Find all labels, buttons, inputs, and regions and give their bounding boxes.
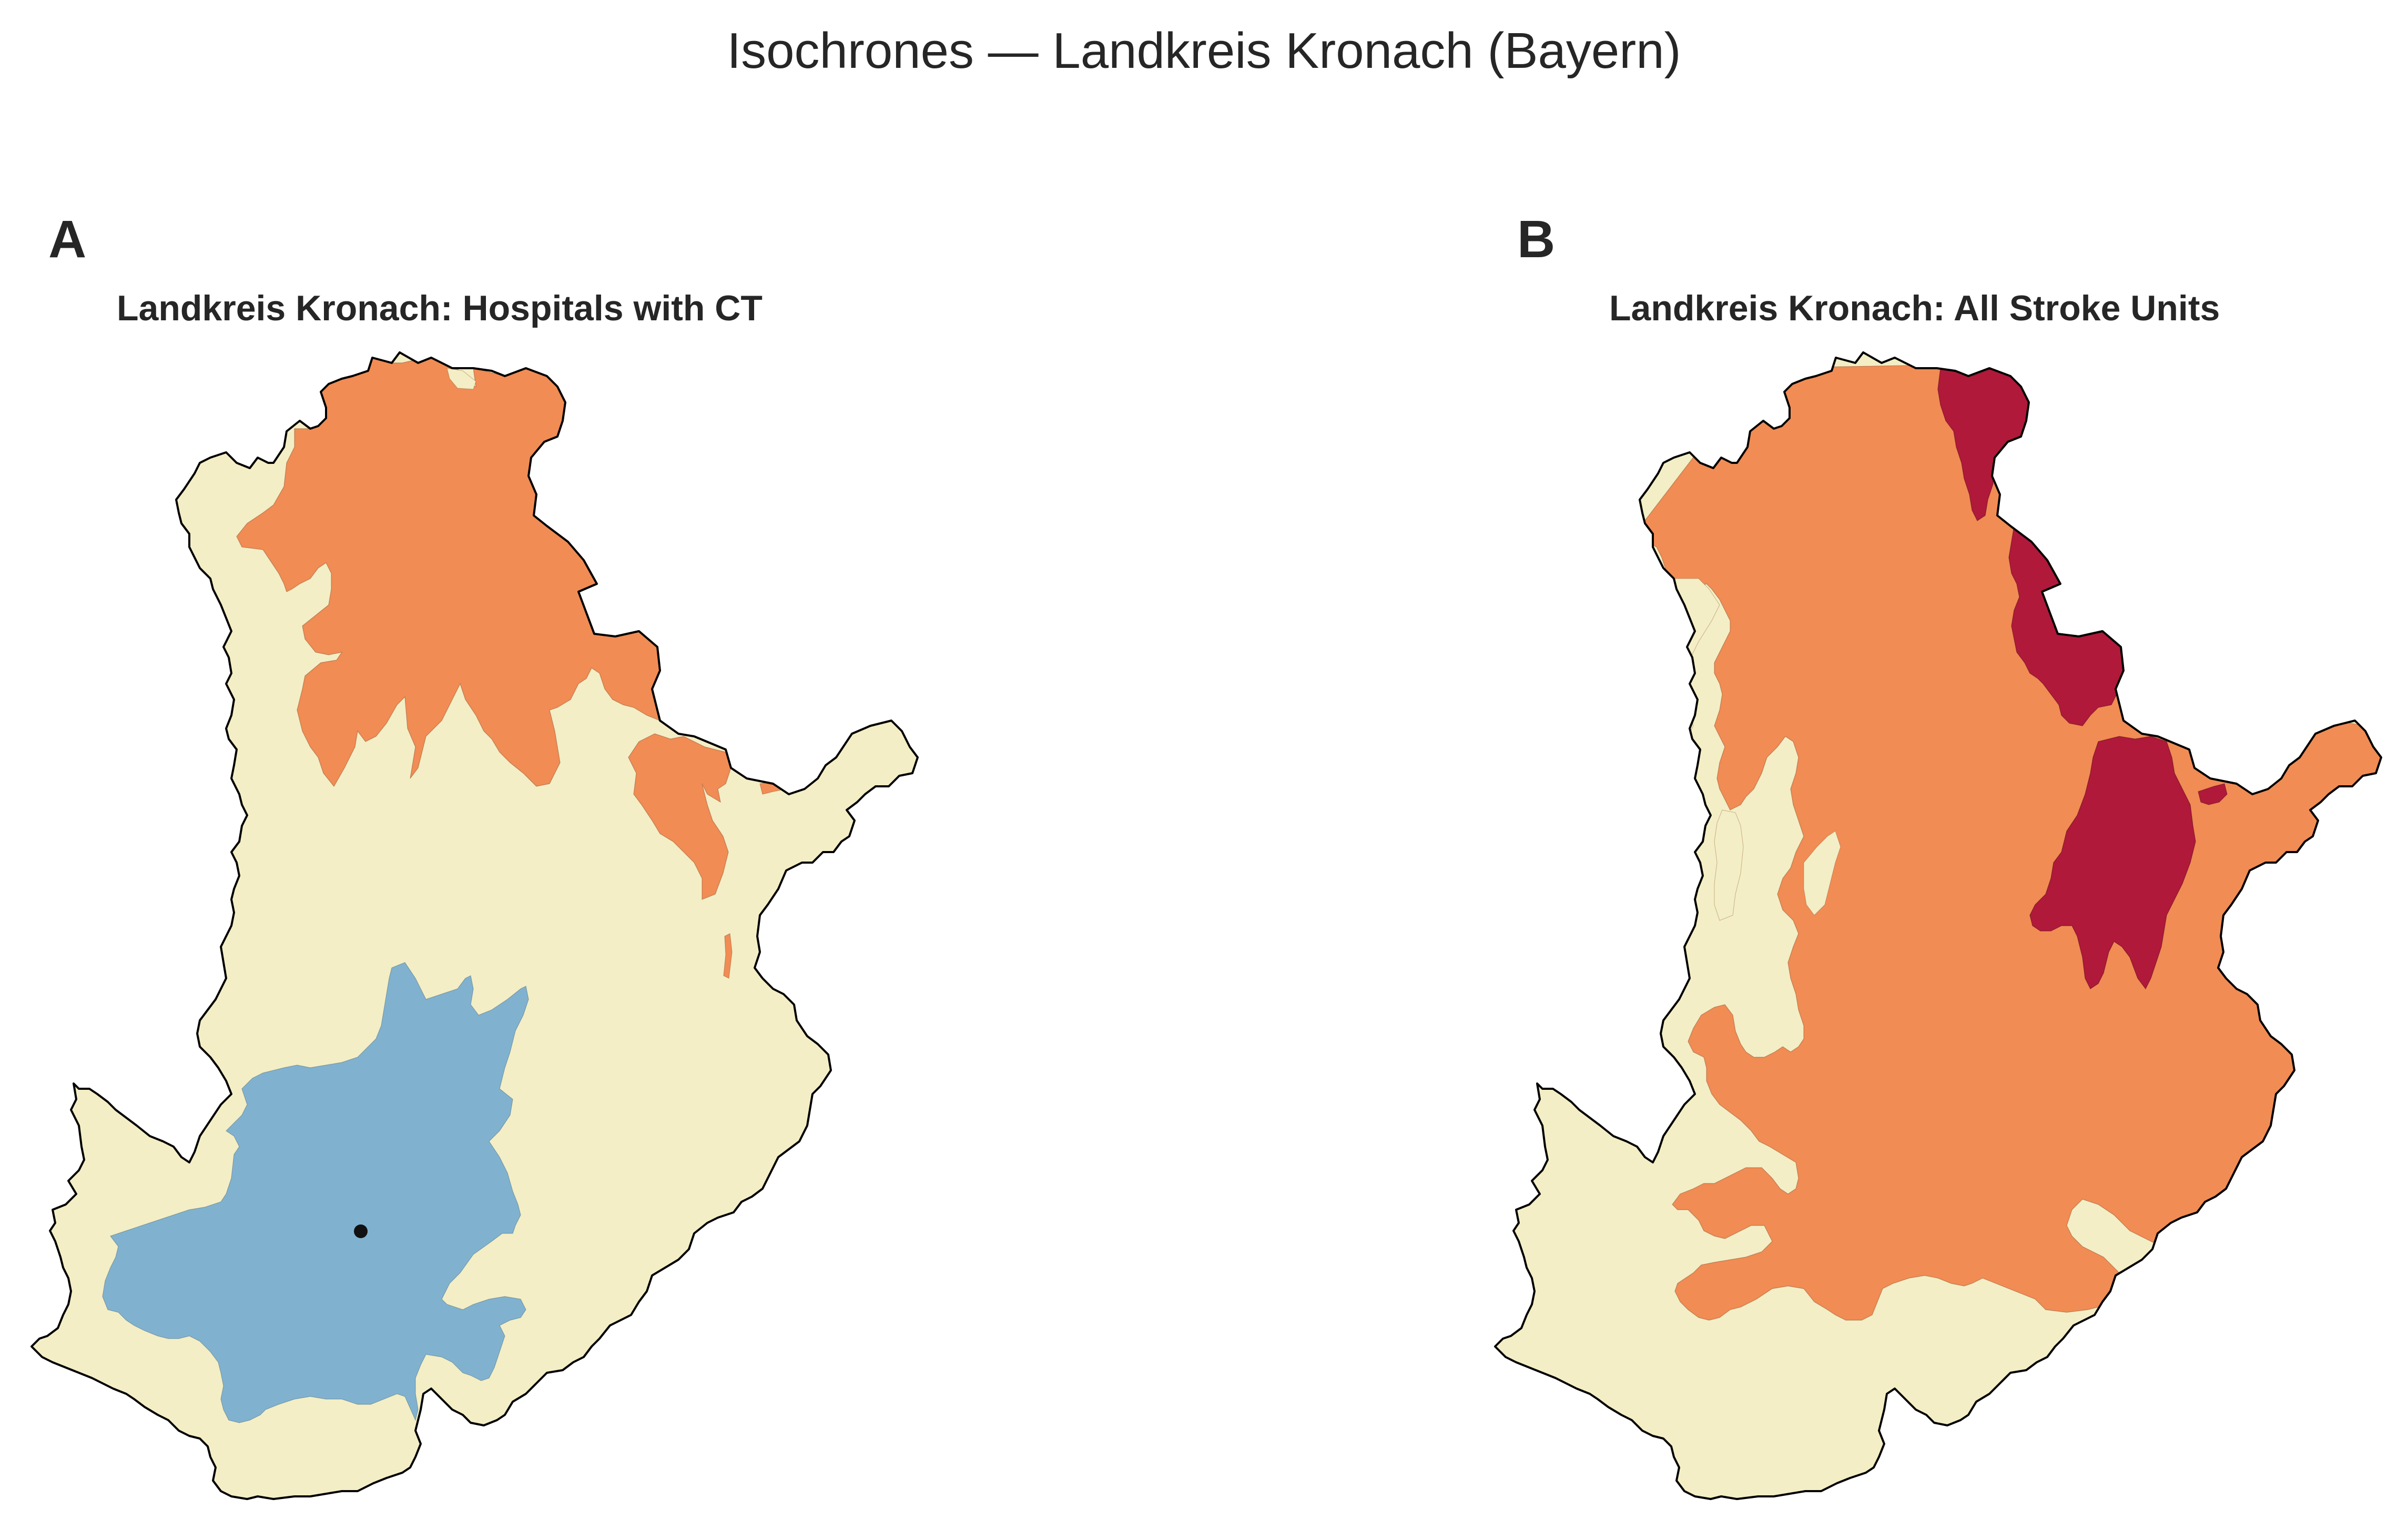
panel-letter-b: B xyxy=(1517,210,1556,269)
isochrone-zone-close xyxy=(2029,736,2196,990)
isochrone-zone-mid-sliver xyxy=(723,933,733,979)
panel-title-a: Landkreis Kronach: Hospitals with CT xyxy=(117,288,763,328)
isochrone-zone-mid-east xyxy=(628,733,731,900)
isochrone-map-b xyxy=(1494,351,2382,1500)
isochrone-zone-close xyxy=(2198,783,2228,805)
figure-title: Isochrones — Landkreis Kronach (Bayern) xyxy=(727,23,1681,79)
isochrone-zone-near xyxy=(102,962,529,1423)
isochrone-map-a xyxy=(31,351,919,1500)
isochrone-zone-mid xyxy=(1640,362,2381,1321)
panel-b: B Landkreis Kronach: All Stroke Units xyxy=(1467,0,2408,1529)
isochrone-zone-far-inlet xyxy=(1714,809,1744,921)
isochrone-zone-far-inlet xyxy=(446,368,476,390)
panel-title-b: Landkreis Kronach: All Stroke Units xyxy=(1609,288,2220,328)
district-boundary xyxy=(1494,351,2382,1500)
panel-letter-a: A xyxy=(48,210,87,269)
district-boundary xyxy=(31,351,919,1500)
isochrone-zone-far-inlet xyxy=(1803,831,1841,916)
panel-a: A Landkreis Kronach: Hospitals with CT xyxy=(31,210,919,1500)
hospital-marker xyxy=(354,1224,368,1238)
